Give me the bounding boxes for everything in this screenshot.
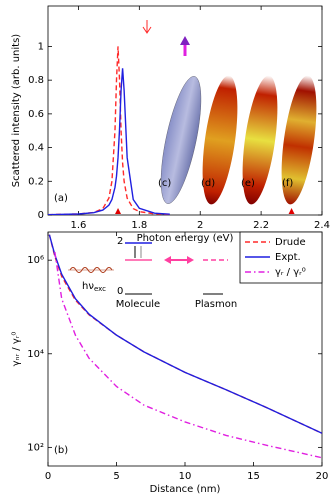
legend-label: Drude bbox=[275, 237, 306, 248]
x-axis-label: Photon energy (eV) bbox=[137, 233, 234, 244]
particle-f bbox=[281, 75, 317, 205]
particle-label: (e) bbox=[241, 178, 255, 189]
energy-marker bbox=[288, 208, 295, 214]
x-axis-label: Distance (nm) bbox=[150, 484, 221, 495]
polarization-arrowhead bbox=[180, 36, 190, 45]
excitation-subscript: exc bbox=[94, 285, 106, 293]
x-tick-label: 2 bbox=[197, 220, 203, 231]
coupling-head-left bbox=[164, 256, 171, 264]
y-tick-label: 0 bbox=[38, 210, 44, 221]
particle-e bbox=[242, 75, 278, 205]
coupling-head-right bbox=[187, 256, 194, 264]
particle-label: (f) bbox=[282, 178, 293, 189]
y-tick-label: 0.4 bbox=[28, 143, 44, 154]
particles bbox=[142, 20, 317, 205]
plots: 1.6 1.8 2 2.2 2.4 0 0.2 0.4 0.6 0.8 1 Photon energy… bbox=[11, 5, 330, 495]
series-line bbox=[48, 234, 322, 434]
energy-marker bbox=[115, 208, 122, 214]
y-tick-label: 10⁴ bbox=[27, 349, 44, 360]
series-line bbox=[48, 46, 170, 215]
y-axis-label: Scattered intensity (arb. units) bbox=[11, 34, 22, 188]
panel-label: (b) bbox=[54, 445, 68, 456]
x-tick-label: 15 bbox=[247, 471, 260, 482]
legend-label: γᵣ / γᵣ⁰ bbox=[275, 267, 306, 278]
excitation-wave bbox=[69, 267, 113, 273]
legend-label: Expt. bbox=[275, 252, 301, 263]
energy-diagram bbox=[68, 242, 228, 295]
particle-label: (d) bbox=[201, 178, 215, 189]
excitation-label: hνexc bbox=[82, 281, 106, 293]
x-tick-label: 20 bbox=[316, 471, 329, 482]
x-tick-label: 2.4 bbox=[314, 220, 330, 231]
y-axis-label: γₙᵣ / γᵣ⁰ bbox=[11, 332, 22, 367]
series-group bbox=[48, 46, 170, 215]
series-line bbox=[48, 68, 170, 215]
y-tick-label: 0.6 bbox=[28, 109, 44, 120]
y-tick-label: 10² bbox=[27, 442, 44, 453]
series-group bbox=[48, 234, 322, 459]
x-tick-label: 1.6 bbox=[70, 220, 86, 231]
y-tick-label: 0.2 bbox=[28, 176, 44, 187]
y-tick-label: 10⁶ bbox=[27, 255, 44, 266]
y-tick-label: 0.8 bbox=[28, 75, 44, 86]
plot-frame bbox=[47, 5, 323, 216]
particle-label: (c) bbox=[158, 178, 171, 189]
panel-label: (a) bbox=[54, 193, 68, 204]
level-label: 0 bbox=[117, 286, 123, 297]
x-tick-label: 5 bbox=[113, 471, 119, 482]
x-tick-label: 1.8 bbox=[131, 220, 147, 231]
level-label: 2 bbox=[117, 236, 123, 247]
diagram-label: Plasmon bbox=[195, 299, 237, 310]
x-tick-label: 0 bbox=[45, 471, 51, 482]
x-tick-label: 10 bbox=[179, 471, 192, 482]
particle-c bbox=[160, 76, 202, 204]
excitation-symbol: hν bbox=[82, 281, 94, 292]
diagram-label: Molecule bbox=[116, 299, 160, 310]
particle-d bbox=[202, 75, 238, 205]
peak-arrowhead bbox=[142, 26, 152, 34]
x-tick-label: 2.2 bbox=[253, 220, 269, 231]
y-tick-label: 1 bbox=[38, 41, 44, 52]
